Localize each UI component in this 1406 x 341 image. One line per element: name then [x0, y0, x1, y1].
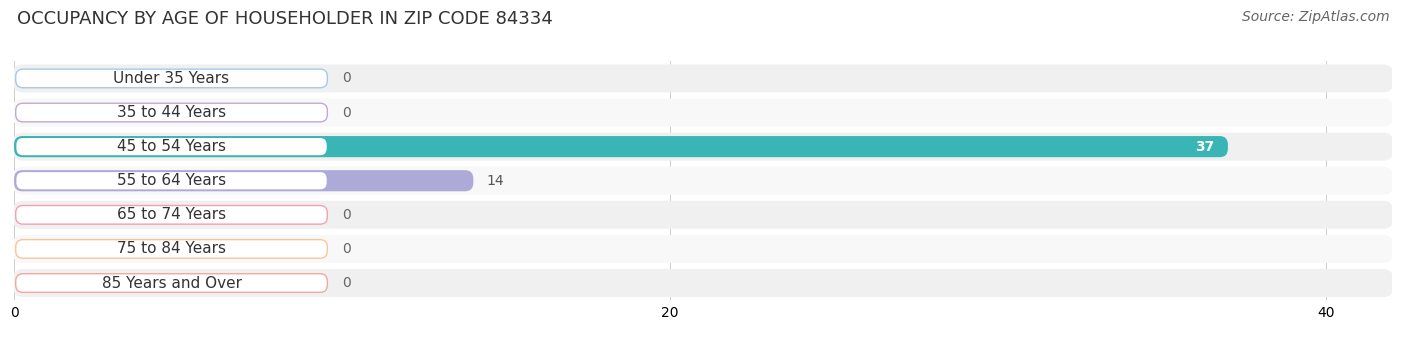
- Text: 85 Years and Over: 85 Years and Over: [101, 276, 242, 291]
- Text: Under 35 Years: Under 35 Years: [114, 71, 229, 86]
- Text: 37: 37: [1195, 139, 1215, 154]
- Text: 0: 0: [342, 242, 352, 256]
- FancyBboxPatch shape: [13, 133, 1393, 161]
- FancyBboxPatch shape: [15, 103, 328, 122]
- FancyBboxPatch shape: [15, 240, 328, 258]
- Text: 14: 14: [486, 174, 505, 188]
- FancyBboxPatch shape: [14, 170, 474, 191]
- Text: 75 to 84 Years: 75 to 84 Years: [117, 241, 226, 256]
- FancyBboxPatch shape: [15, 69, 328, 88]
- FancyBboxPatch shape: [15, 172, 328, 190]
- Text: Source: ZipAtlas.com: Source: ZipAtlas.com: [1241, 10, 1389, 24]
- Text: 35 to 44 Years: 35 to 44 Years: [117, 105, 226, 120]
- Text: 0: 0: [342, 276, 352, 290]
- Text: 0: 0: [342, 71, 352, 86]
- Text: OCCUPANCY BY AGE OF HOUSEHOLDER IN ZIP CODE 84334: OCCUPANCY BY AGE OF HOUSEHOLDER IN ZIP C…: [17, 10, 553, 28]
- FancyBboxPatch shape: [15, 137, 328, 156]
- FancyBboxPatch shape: [13, 167, 1393, 195]
- FancyBboxPatch shape: [14, 136, 1227, 157]
- FancyBboxPatch shape: [15, 274, 328, 292]
- Text: 0: 0: [342, 105, 352, 120]
- Text: 65 to 74 Years: 65 to 74 Years: [117, 207, 226, 222]
- Text: 45 to 54 Years: 45 to 54 Years: [117, 139, 226, 154]
- FancyBboxPatch shape: [13, 99, 1393, 127]
- FancyBboxPatch shape: [13, 201, 1393, 229]
- FancyBboxPatch shape: [13, 235, 1393, 263]
- FancyBboxPatch shape: [13, 64, 1393, 92]
- Text: 0: 0: [342, 208, 352, 222]
- Text: 55 to 64 Years: 55 to 64 Years: [117, 173, 226, 188]
- FancyBboxPatch shape: [13, 269, 1393, 297]
- FancyBboxPatch shape: [15, 206, 328, 224]
